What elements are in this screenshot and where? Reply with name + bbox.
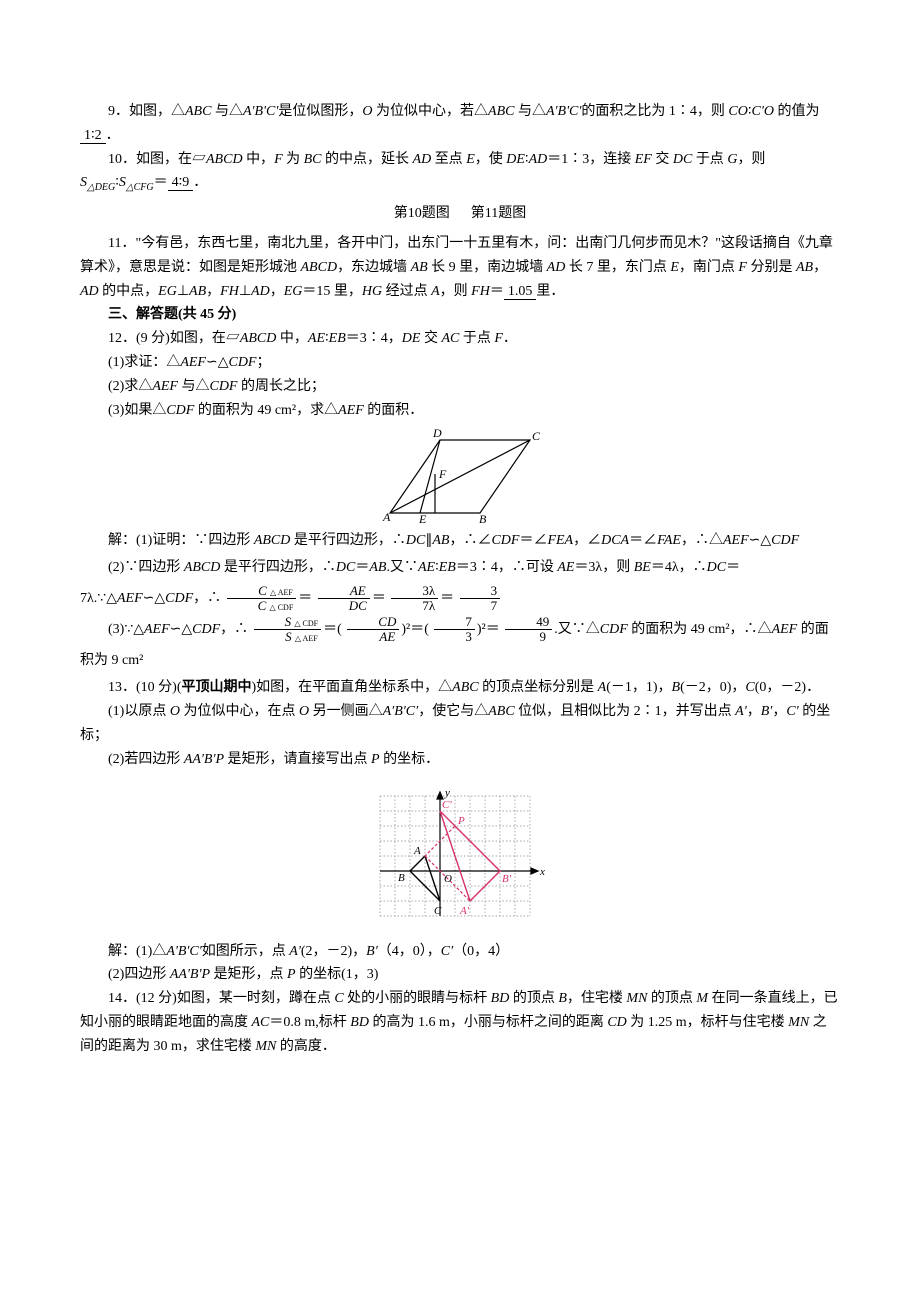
- svg-text:C: C: [532, 429, 541, 443]
- svg-text:C: C: [434, 905, 442, 917]
- svg-text:O: O: [444, 873, 452, 885]
- q12-solution-2: (2)∵四边形 ABCD 是平行四边形，∴DC＝AB.又∵AE∶EB＝3∶4，∴…: [80, 553, 840, 615]
- q12-solution-1: 解：(1)证明：∵四边形 ABCD 是平行四边形，∴DC∥AB，∴∠CDF＝∠F…: [80, 529, 840, 553]
- q13-part2: (2)若四边形 AA'B'P 是矩形，请直接写出点 P 的坐标．: [80, 748, 840, 772]
- question-14: 14．(12 分)如图，某一时刻，蹲在点 C 处的小丽的眼睛与标杆 BD 的顶点…: [80, 987, 840, 1058]
- q9-text: 9．如图，△ABC 与△A'B'C'是位似图形，O 为位似中心，若△ABC 与△…: [80, 104, 819, 144]
- svg-text:A': A': [459, 905, 470, 917]
- svg-text:P: P: [457, 815, 465, 827]
- question-9: 9．如图，△ABC 与△A'B'C'是位似图形，O 为位似中心，若△ABC 与△…: [80, 100, 840, 148]
- svg-text:B: B: [479, 512, 487, 523]
- question-11: 11．"今有邑，东西七里，南北九里，各开中门，出东门一十五里有木，问：出南门几何…: [80, 232, 840, 303]
- svg-text:F: F: [438, 467, 447, 481]
- q13-part1: (1)以原点 O 为位似中心，在点 O 另一侧画△A′B′C′，使它与△ABC …: [80, 700, 840, 748]
- q11-answer: 1.05: [504, 284, 537, 300]
- q12-part2: (2)求△AEF 与△CDF 的周长之比；: [80, 375, 840, 399]
- section-3-heading: 三、解答题(共 45 分): [80, 303, 840, 327]
- q12-part3: (3)如果△CDF 的面积为 49 cm²，求△AEF 的面积．: [80, 399, 840, 423]
- q12-figure: A E B D C F: [80, 428, 840, 523]
- svg-text:B': B': [502, 873, 512, 885]
- q10-answer: 4∶9: [168, 175, 194, 191]
- q9-answer: 1∶2: [80, 128, 106, 144]
- q13-solution-2: (2)四边形 AA'B'P 是矩形，点 P 的坐标(1，3): [80, 963, 840, 987]
- svg-text:A: A: [382, 510, 391, 523]
- svg-text:C': C': [442, 799, 452, 811]
- q13-figure: O x y A B C C' A' B' P: [80, 786, 840, 926]
- svg-text:B: B: [398, 872, 405, 884]
- svg-text:D: D: [432, 428, 442, 440]
- svg-text:A: A: [413, 845, 421, 857]
- q12-part1: (1)求证：△AEF∽△CDF；: [80, 351, 840, 375]
- svg-text:y: y: [444, 787, 450, 799]
- question-10: 10．如图，在▱ABCD 中，F 为 BC 的中点，延长 AD 至点 E，使 D…: [80, 148, 840, 197]
- question-13: 13．(10 分)(平顶山期中)如图，在平面直角坐标系中，△ABC 的顶点坐标分…: [80, 676, 840, 700]
- q12-solution-3: (3)∵△AEF∽△CDF，∴ S △ CDF S △ AEF ＝( CDAE)…: [80, 615, 840, 677]
- svg-text:E: E: [418, 512, 427, 523]
- q13-solution-1: 解：(1)△A'B'C'如图所示，点 A'(2，－2)，B′（4，0），C′（0…: [80, 940, 840, 964]
- figure-captions-10-11: 第10题图 第11题图: [80, 202, 840, 226]
- area-ratio-frac: S △ CDF S △ AEF: [254, 615, 321, 645]
- svg-text:x: x: [539, 866, 545, 878]
- perimeter-ratio-frac: C △ AEF C △ CDF: [227, 584, 297, 614]
- question-12: 12．(9 分)如图，在▱ABCD 中，AE∶EB＝3∶4，DE 交 AC 于点…: [80, 327, 840, 351]
